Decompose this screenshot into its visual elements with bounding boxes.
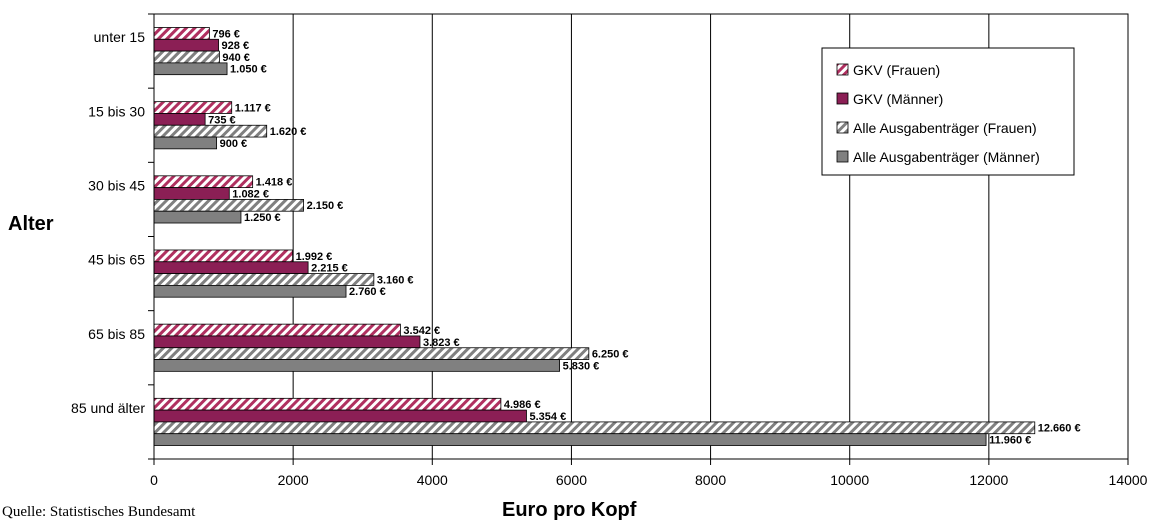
category-label: 45 bis 65 bbox=[88, 252, 145, 268]
bar bbox=[153, 347, 590, 360]
category-label: 65 bis 85 bbox=[88, 326, 145, 342]
data-label: 6.250 € bbox=[592, 349, 629, 361]
data-label: 11.960 € bbox=[989, 435, 1031, 447]
x-tick-label: 0 bbox=[150, 472, 158, 488]
legend-label: Alle Ausgabenträger (Männer) bbox=[853, 149, 1040, 165]
axes: 0 2000 4000 6000 8000 10000 12000 14000 unter 15… bbox=[71, 13, 1148, 488]
bar bbox=[153, 38, 219, 52]
data-label: 3.823 € bbox=[423, 337, 460, 349]
data-label: 900 € bbox=[220, 138, 248, 150]
bars bbox=[153, 27, 1036, 446]
bar bbox=[153, 261, 309, 274]
x-tick-label: 14000 bbox=[1109, 472, 1148, 488]
x-axis-title: Euro pro Kopf bbox=[502, 499, 637, 520]
bar bbox=[153, 187, 230, 200]
data-label: 2.150 € bbox=[307, 200, 344, 212]
bar bbox=[153, 27, 210, 40]
category-label: 30 bis 45 bbox=[88, 177, 145, 193]
x-tick-label: 12000 bbox=[969, 472, 1008, 488]
legend-label: GKV (Frauen) bbox=[853, 62, 940, 78]
bar bbox=[153, 359, 561, 372]
bar bbox=[153, 136, 218, 150]
data-label: 2.760 € bbox=[349, 286, 386, 298]
bar bbox=[153, 397, 502, 411]
legend-label: GKV (Männer) bbox=[853, 91, 943, 107]
data-label: 1.082 € bbox=[232, 188, 269, 200]
data-label: 1.117 € bbox=[235, 102, 271, 114]
data-label: 3.160 € bbox=[377, 274, 414, 286]
category-label: unter 15 bbox=[94, 29, 146, 45]
data-label: 3.542 € bbox=[403, 325, 440, 337]
data-label: 12.660 € bbox=[1038, 423, 1081, 435]
data-label: 5.830 € bbox=[563, 360, 600, 372]
data-label: 1.250 € bbox=[244, 212, 281, 224]
bar bbox=[153, 284, 347, 298]
bar bbox=[153, 62, 228, 76]
category-label: 15 bis 30 bbox=[88, 103, 145, 119]
bar bbox=[153, 409, 527, 423]
data-label: 4.986 € bbox=[504, 399, 541, 411]
x-tick-label: 8000 bbox=[695, 472, 726, 488]
legend-label: Alle Ausgabenträger (Frauen) bbox=[853, 120, 1037, 136]
data-labels: 796 € 1.117 € 1.418 € 1.992 € 3.542 € 4.986 €… bbox=[208, 28, 1080, 446]
bar bbox=[153, 50, 220, 64]
x-tick-label: 2000 bbox=[278, 472, 309, 488]
data-label: 5.354 € bbox=[529, 411, 566, 423]
x-tick-label: 6000 bbox=[556, 472, 587, 488]
data-label: 2.215 € bbox=[311, 263, 348, 275]
legend: GKV (Frauen) GKV (Männer) Alle Ausgabenträ… bbox=[821, 47, 1075, 176]
data-label: 940 € bbox=[222, 52, 250, 64]
bar bbox=[153, 175, 254, 189]
data-label: 1.418 € bbox=[256, 177, 293, 189]
bar bbox=[153, 273, 375, 286]
bar bbox=[153, 433, 987, 446]
bar bbox=[153, 124, 268, 138]
legend-swatch bbox=[836, 121, 849, 134]
bar bbox=[153, 199, 304, 212]
data-label: 928 € bbox=[222, 40, 250, 52]
data-label: 1.992 € bbox=[296, 251, 333, 263]
bar bbox=[153, 323, 401, 337]
legend-box bbox=[821, 47, 1075, 176]
source-note: Quelle: Statistisches Bundesamt bbox=[2, 504, 196, 520]
bar bbox=[153, 335, 421, 349]
x-tick-label: 10000 bbox=[830, 472, 869, 488]
x-tick-label: 4000 bbox=[417, 472, 448, 488]
y-axis-title: Alter bbox=[8, 213, 54, 235]
data-label: 1.050 € bbox=[230, 64, 267, 76]
legend-swatch bbox=[836, 63, 849, 76]
bar bbox=[153, 249, 293, 263]
data-label: 735 € bbox=[208, 114, 236, 126]
legend-swatch bbox=[836, 150, 849, 163]
bar bbox=[153, 210, 242, 224]
data-label: 796 € bbox=[212, 28, 240, 40]
legend-swatch bbox=[836, 92, 849, 105]
bar bbox=[153, 113, 206, 126]
bar bbox=[153, 101, 233, 114]
category-label: 85 und älter bbox=[71, 400, 145, 416]
data-label: 1.620 € bbox=[270, 126, 307, 138]
bar bbox=[153, 421, 1036, 435]
